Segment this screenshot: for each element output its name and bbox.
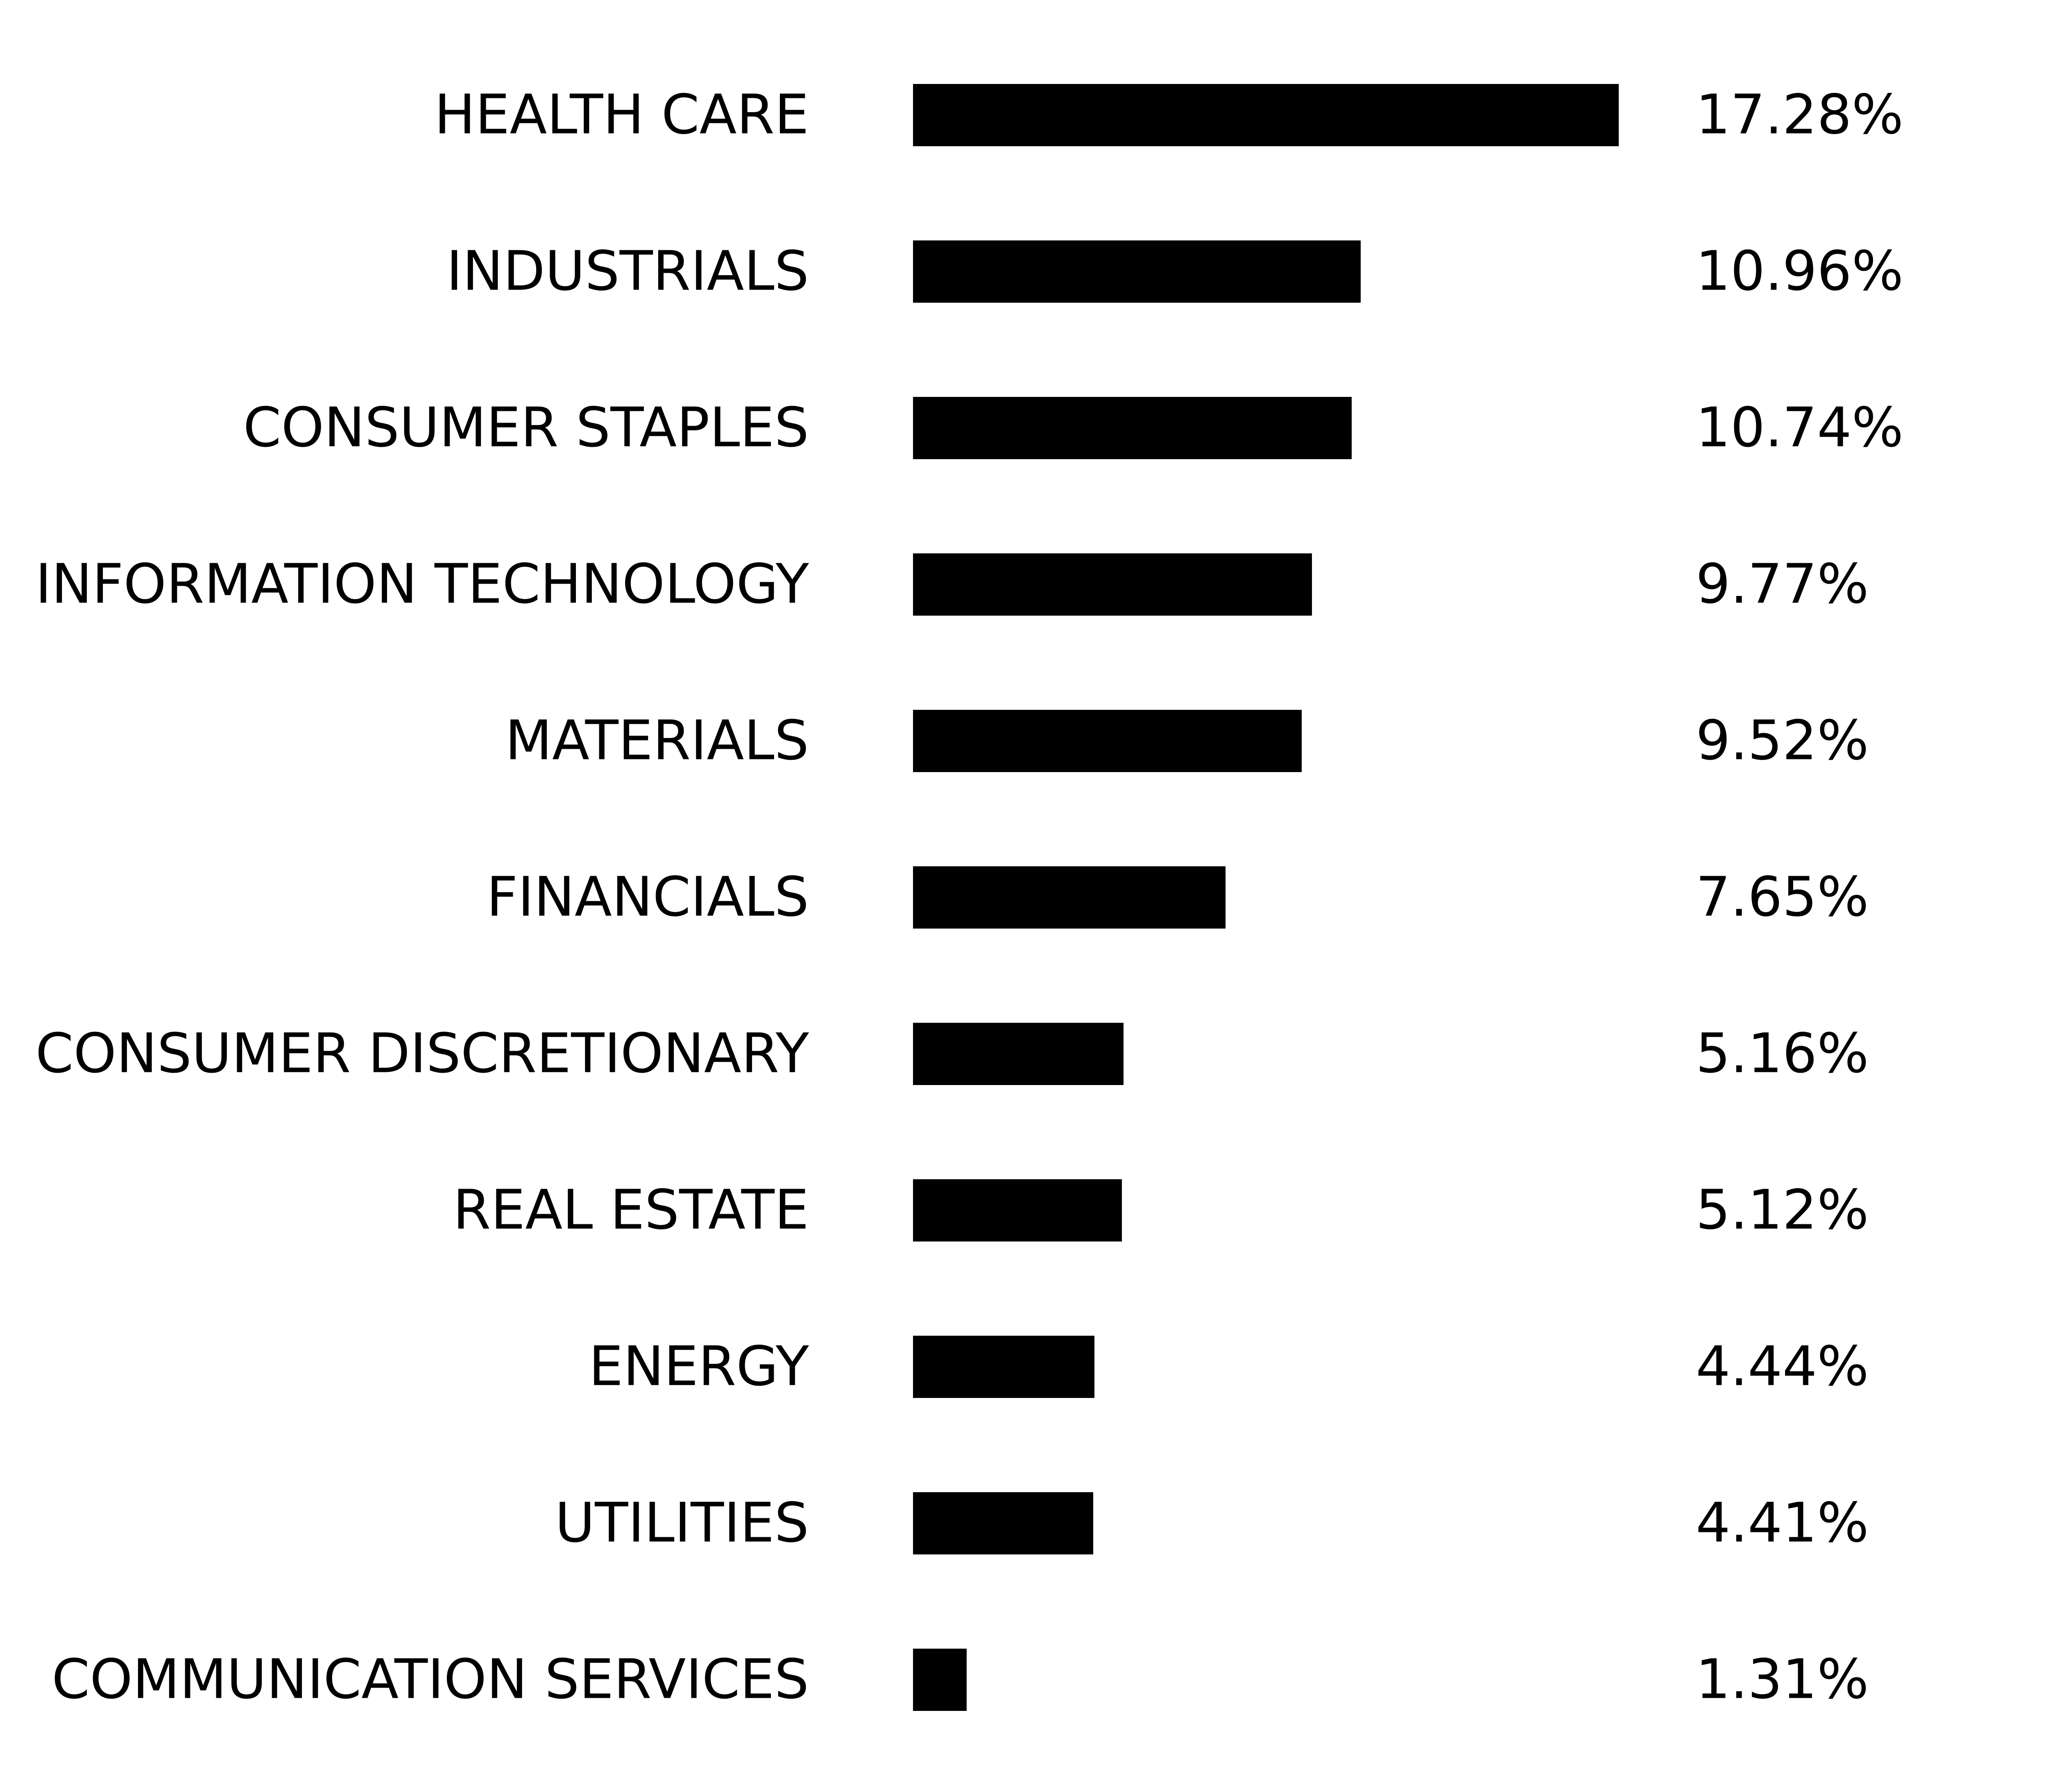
value-label: 1.31% bbox=[1696, 1648, 1869, 1711]
value-label: 4.44% bbox=[1696, 1335, 1869, 1398]
chart-row: CONSUMER DISCRETIONARY 5.16% bbox=[0, 976, 2048, 1132]
bar bbox=[913, 710, 1302, 772]
category-label: INDUSTRIALS bbox=[446, 240, 809, 303]
category-label: ENERGY bbox=[589, 1335, 809, 1398]
category-label: CONSUMER STAPLES bbox=[243, 396, 809, 460]
chart-row: UTILITIES 4.41% bbox=[0, 1445, 2048, 1602]
category-label: HEALTH CARE bbox=[434, 83, 809, 147]
chart-row: COMMUNICATION SERVICES 1.31% bbox=[0, 1602, 2048, 1758]
chart-row: ENERGY 4.44% bbox=[0, 1289, 2048, 1445]
value-label: 9.77% bbox=[1696, 553, 1869, 616]
category-label: COMMUNICATION SERVICES bbox=[52, 1648, 809, 1711]
category-label: INFORMATION TECHNOLOGY bbox=[35, 553, 809, 616]
chart-row: REAL ESTATE 5.12% bbox=[0, 1132, 2048, 1289]
bar bbox=[913, 866, 1226, 929]
value-label: 17.28% bbox=[1696, 83, 1904, 147]
value-label: 5.16% bbox=[1696, 1022, 1869, 1085]
value-label: 5.12% bbox=[1696, 1178, 1869, 1242]
bar bbox=[913, 1023, 1124, 1085]
chart-row: FINANCIALS 7.65% bbox=[0, 819, 2048, 976]
bar bbox=[913, 1336, 1094, 1398]
category-label: REAL ESTATE bbox=[453, 1178, 809, 1242]
chart-row: INFORMATION TECHNOLOGY 9.77% bbox=[0, 506, 2048, 663]
bar bbox=[913, 397, 1352, 459]
bar bbox=[913, 240, 1361, 303]
value-label: 7.65% bbox=[1696, 865, 1869, 929]
bar bbox=[913, 553, 1312, 616]
chart-row: CONSUMER STAPLES 10.74% bbox=[0, 350, 2048, 506]
value-label: 9.52% bbox=[1696, 709, 1869, 773]
category-label: MATERIALS bbox=[505, 709, 809, 773]
category-label: CONSUMER DISCRETIONARY bbox=[35, 1022, 809, 1085]
value-label: 10.74% bbox=[1696, 396, 1904, 460]
category-label: UTILITIES bbox=[555, 1491, 809, 1555]
category-label: FINANCIALS bbox=[486, 865, 809, 929]
value-label: 4.41% bbox=[1696, 1491, 1869, 1555]
chart-row: HEALTH CARE 17.28% bbox=[0, 37, 2048, 193]
bar bbox=[913, 1492, 1093, 1554]
bar bbox=[913, 1179, 1122, 1241]
value-label: 10.96% bbox=[1696, 240, 1904, 303]
bar bbox=[913, 1649, 967, 1711]
chart-row: MATERIALS 9.52% bbox=[0, 663, 2048, 819]
bar bbox=[913, 84, 1619, 146]
chart-row: INDUSTRIALS 10.96% bbox=[0, 193, 2048, 350]
